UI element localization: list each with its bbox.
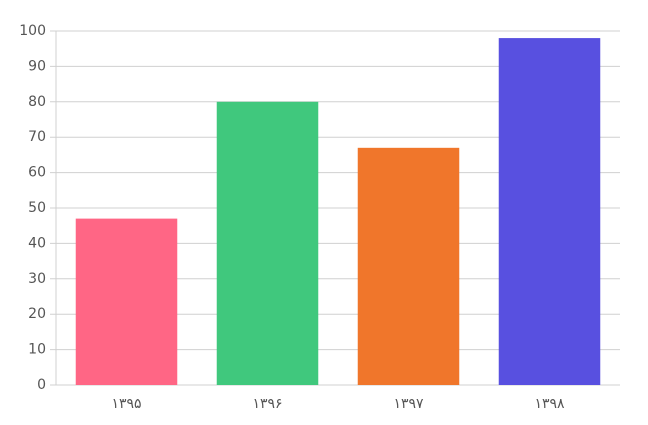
x-tick-label: ۱۳۹۵ (111, 396, 141, 412)
y-tick-label: 50 (28, 200, 46, 216)
bar (357, 147, 460, 385)
y-tick-label: 30 (28, 271, 46, 287)
x-tick-label: ۱۳۹۶ (252, 396, 282, 412)
y-tick-label: 80 (28, 94, 46, 110)
y-tick-label: 20 (28, 306, 46, 322)
y-tick-label: 100 (19, 23, 46, 39)
x-tick-label: ۱۳۹۸ (534, 396, 565, 412)
y-tick-label: 40 (28, 235, 46, 251)
bar (498, 38, 601, 386)
x-tick-label: ۱۳۹۷ (393, 396, 424, 412)
y-tick-label: 60 (28, 165, 46, 181)
y-tick-label: 10 (28, 342, 46, 358)
bar (75, 218, 178, 385)
y-tick-label: 70 (28, 129, 46, 145)
y-tick-label: 0 (37, 377, 46, 393)
bar (216, 101, 319, 386)
y-tick-label: 90 (28, 58, 46, 74)
